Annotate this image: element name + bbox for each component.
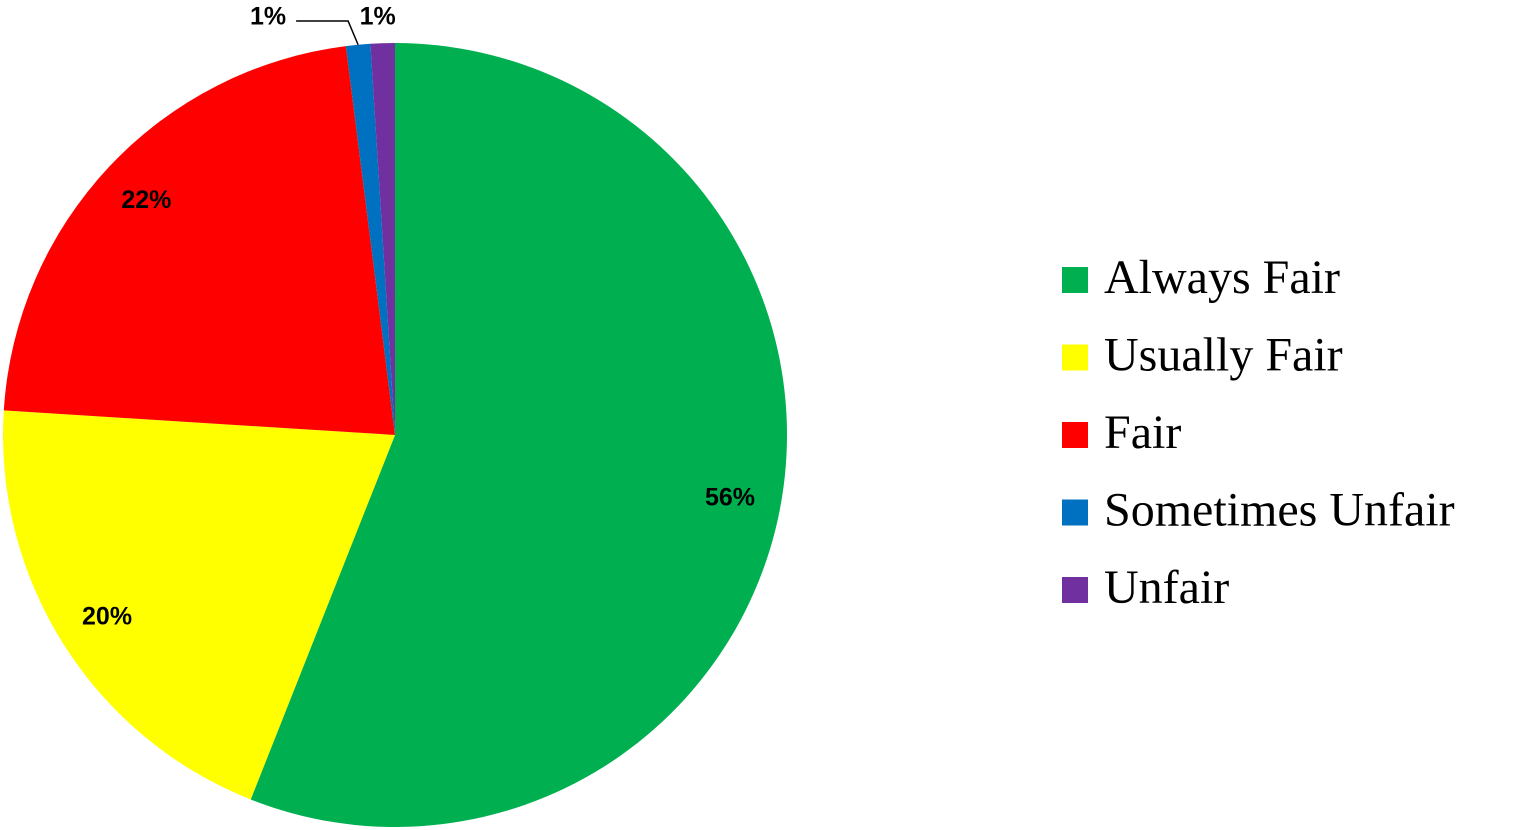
data-label: 20%: [82, 602, 132, 630]
pie-slice: [250, 43, 787, 827]
legend-label: Always Fair: [1104, 251, 1340, 304]
legend-swatch: [1062, 499, 1088, 526]
pie-slice: [3, 410, 396, 800]
data-label: 1%: [250, 3, 286, 31]
pie-slice: [370, 43, 395, 435]
data-label: 1%: [360, 3, 396, 31]
legend-swatch: [1062, 422, 1088, 448]
legend-swatch: [1062, 344, 1088, 371]
pie-slice: [345, 43, 395, 435]
pie-slice: [3, 46, 395, 436]
data-label: 56%: [705, 484, 755, 512]
legend-swatch: [1062, 577, 1088, 603]
legend-label: Sometimes Unfair: [1104, 484, 1455, 537]
leader-line: [296, 20, 359, 46]
legend-label: Usually Fair: [1104, 329, 1343, 382]
data-label: 22%: [121, 186, 171, 214]
legend-label: Unfair: [1104, 561, 1229, 614]
legend-label: Fair: [1104, 406, 1181, 459]
legend-swatch: [1062, 267, 1088, 293]
